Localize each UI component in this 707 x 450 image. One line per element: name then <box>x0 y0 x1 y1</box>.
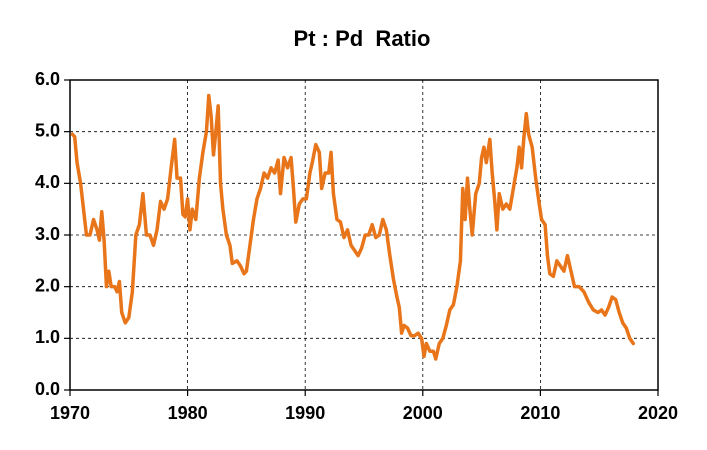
y-tick-label: 1.0 <box>35 327 60 347</box>
x-tick-label: 2020 <box>638 403 678 423</box>
plot-frame <box>69 79 659 391</box>
x-tick-label: 1970 <box>50 403 90 423</box>
chart-title: Pt : Pd Ratio <box>294 26 431 51</box>
y-tick-label: 6.0 <box>35 69 60 89</box>
x-tick-label: 1980 <box>168 403 208 423</box>
x-tick-label: 2010 <box>520 403 560 423</box>
y-tick-label: 0.0 <box>35 379 60 399</box>
data-line <box>70 93 636 361</box>
x-tick-label: 1990 <box>285 403 325 423</box>
y-tick-label: 3.0 <box>35 224 60 244</box>
y-tick-label: 5.0 <box>35 120 60 140</box>
y-tick-label: 4.0 <box>35 172 60 192</box>
x-tick-label: 2000 <box>403 403 443 423</box>
y-tick-label: 2.0 <box>35 275 60 295</box>
